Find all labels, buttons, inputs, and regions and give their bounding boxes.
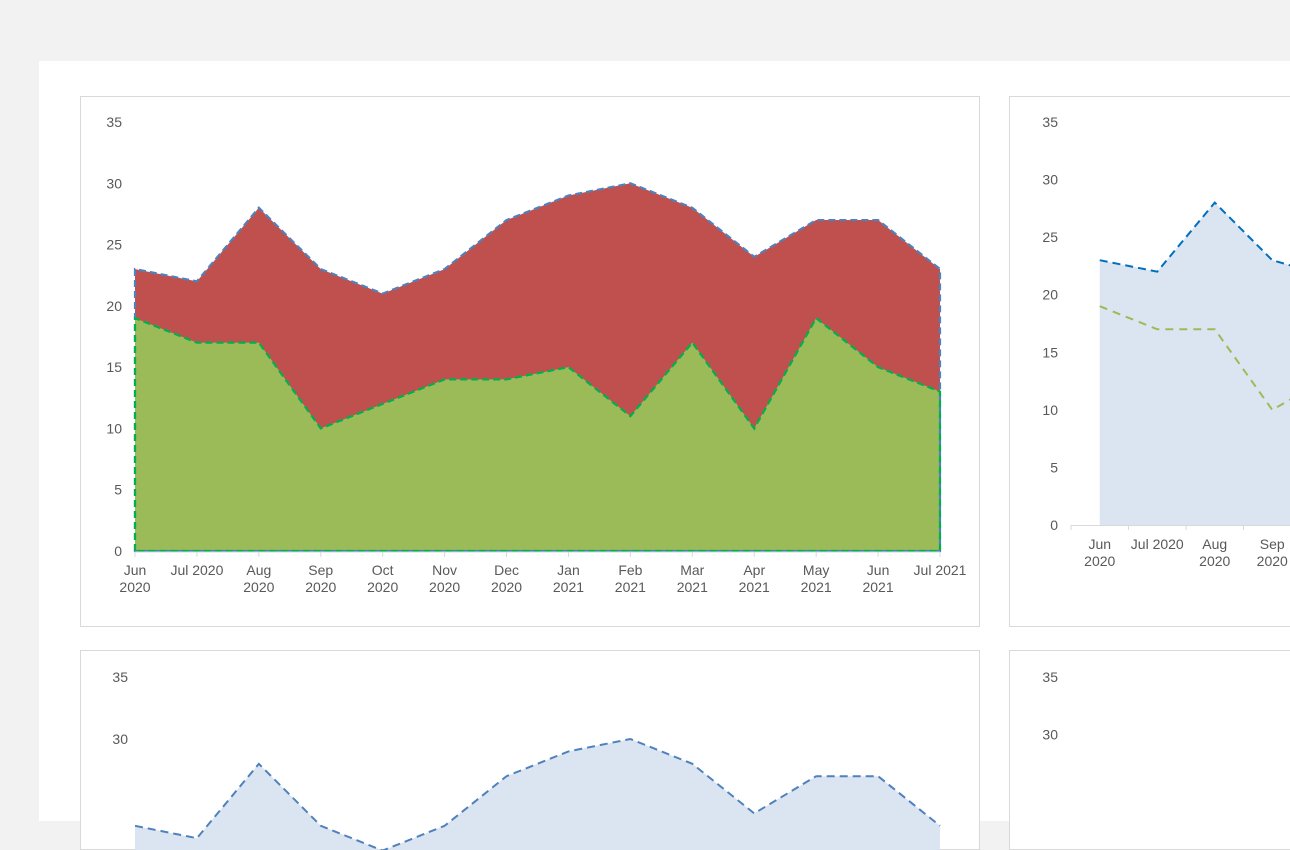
x-tick-label: 2020 xyxy=(305,579,336,595)
x-tick-label: May xyxy=(803,562,829,578)
y-tick-label: 10 xyxy=(1042,402,1058,418)
y-tick-label: 0 xyxy=(1050,517,1058,533)
x-tick-label: Apr xyxy=(743,562,765,578)
series-b-line xyxy=(1099,305,1290,412)
x-tick-label: 2020 xyxy=(491,579,522,595)
x-tick-label: 2021 xyxy=(801,579,832,595)
y-tick-label: 25 xyxy=(106,237,122,253)
x-tick-label: 2021 xyxy=(739,579,770,595)
y-tick-label: 5 xyxy=(114,482,122,498)
chart-card-top-right: 0 5 10 15 20 25 30 35 Jun 2020 Jul 2020 Aug 2020 Sep 2… xyxy=(1009,96,1290,627)
y-tick-label: 30 xyxy=(106,175,122,191)
y-tick-label: 35 xyxy=(106,114,122,130)
series-a-area xyxy=(135,739,940,850)
x-tick-label: Jun xyxy=(124,562,147,578)
series-b-line xyxy=(133,316,942,553)
y-tick-label: 5 xyxy=(1050,459,1058,475)
x-tick-label: 2020 xyxy=(243,579,274,595)
chart-card-top-left: 0 5 10 15 20 25 30 35 Jun 2020 Jul 2020 Aug 2020 Sep 2… xyxy=(80,96,980,627)
x-tick-label: Jan xyxy=(557,562,580,578)
y-tick-label: 15 xyxy=(106,359,122,375)
y-tick-label: 25 xyxy=(1042,229,1058,245)
y-tick-label: 10 xyxy=(106,420,122,436)
area-chart-partial: 35 30 xyxy=(1042,669,1058,743)
x-tick-label: 2020 xyxy=(367,579,398,595)
x-tick-label: Sep xyxy=(1260,536,1285,552)
x-tick-label: Jul 2020 xyxy=(170,562,223,578)
chart-card-bottom-right: 35 30 xyxy=(1009,650,1290,850)
y-tick-label: 35 xyxy=(1042,669,1058,685)
x-tick-label: Aug xyxy=(1202,536,1227,552)
chart-card-bottom-left: 35 30 xyxy=(80,650,980,850)
area-chart-light: 35 30 xyxy=(112,669,941,850)
x-tick-label: Dec xyxy=(494,562,519,578)
series-a-area xyxy=(1099,202,1290,525)
y-tick-label: 20 xyxy=(106,298,122,314)
x-tick-label: 2021 xyxy=(677,579,708,595)
x-tick-label: 2020 xyxy=(1199,553,1230,569)
series-a-line xyxy=(1099,201,1290,273)
x-tick-label: 2021 xyxy=(615,579,646,595)
x-tick-label: 2021 xyxy=(862,579,893,595)
series-b-area xyxy=(135,318,940,551)
x-tick-label: Sep xyxy=(308,562,333,578)
x-tick-label: 2020 xyxy=(1084,553,1115,569)
x-tick-label: Aug xyxy=(246,562,271,578)
x-tick-label: Jun xyxy=(1088,536,1111,552)
x-tick-label: 2020 xyxy=(429,579,460,595)
x-tick-label: Oct xyxy=(372,562,394,578)
x-tick-label: 2021 xyxy=(553,579,584,595)
x-tick-label: Nov xyxy=(432,562,457,578)
y-tick-label: 30 xyxy=(1042,727,1058,743)
x-tick-label: 2020 xyxy=(119,579,150,595)
x-tick-label: Feb xyxy=(618,562,642,578)
y-tick-label: 35 xyxy=(1042,114,1058,130)
x-tick-label: Jun xyxy=(867,562,890,578)
series-a-line xyxy=(133,182,942,553)
y-tick-label: 0 xyxy=(114,543,122,559)
x-tick-label: 2020 xyxy=(1257,553,1288,569)
y-tick-label: 30 xyxy=(112,731,128,747)
y-tick-label: 15 xyxy=(1042,344,1058,360)
x-tick-label: Jul 2021 xyxy=(914,562,967,578)
x-tick-label: Jul 2020 xyxy=(1131,536,1184,552)
x-tick-label: Mar xyxy=(680,562,704,578)
y-tick-label: 30 xyxy=(1042,172,1058,188)
y-tick-label: 35 xyxy=(112,669,128,685)
y-tick-label: 20 xyxy=(1042,287,1058,303)
